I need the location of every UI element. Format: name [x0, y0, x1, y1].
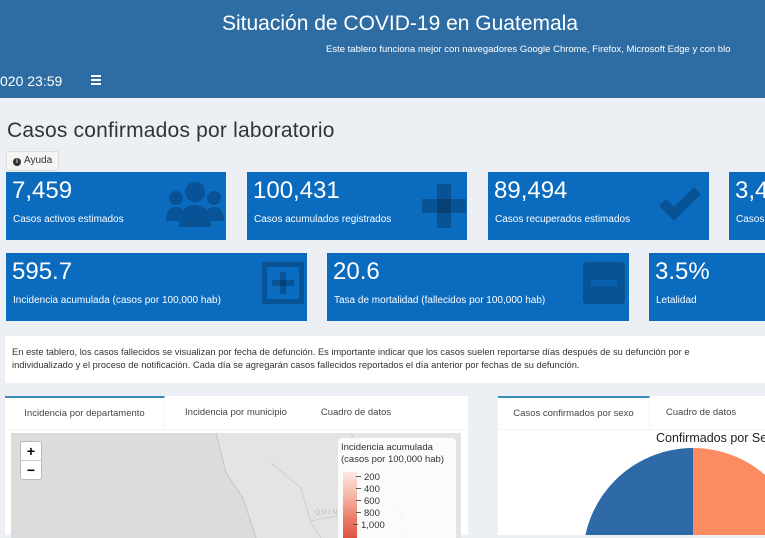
legend-tick: 1,000	[353, 520, 385, 531]
info-box: En este tablero, los casos fallecidos se…	[5, 336, 765, 383]
active-cases-label: Casos activos estimados	[13, 214, 124, 225]
plus-square-icon	[262, 262, 304, 304]
value-box-mortality: 20.6 Tasa de mortalidad (fallecidos por …	[327, 253, 629, 321]
legend-tick: 200	[356, 472, 380, 483]
incidence-label: Incidencia acumulada (casos por 100,000 …	[13, 295, 221, 306]
map-legend: Incidencia acumulada (casos por 100,000 h…	[338, 438, 456, 538]
value-box-total-cases: 100,431 Casos acumulados registrados	[247, 172, 467, 240]
users-icon	[166, 182, 224, 227]
value-box-incidence: 595.7 Incidencia acumulada (casos por 10…	[6, 253, 307, 321]
minus-square-icon	[583, 262, 625, 304]
info-line-1: En este tablero, los casos fallecidos se…	[12, 347, 690, 357]
browser-notice: Este tablero funciona mejor con navegado…	[326, 44, 731, 55]
value-box-active-cases: 7,459 Casos activos estimados	[6, 172, 226, 240]
deaths-value: 3,4	[735, 177, 765, 204]
sex-tabs: Casos confirmados por sexo Cuadro de dat…	[498, 396, 765, 431]
legend-title-line-1: Incidencia acumulada	[341, 442, 433, 453]
recovered-label: Casos recuperados estimados	[495, 214, 631, 225]
zoom-control: + −	[20, 441, 42, 480]
zoom-in-button[interactable]: +	[21, 442, 41, 461]
pie-slice-blue[interactable]	[583, 448, 693, 535]
tab-sex-data-table[interactable]: Cuadro de datos	[665, 407, 737, 418]
info-line-2: individualizado y el proceso de notifica…	[12, 360, 580, 370]
zoom-out-button[interactable]: −	[26, 462, 36, 478]
dashboard-title: Situación de COVID-19 en Guatemala	[221, 12, 579, 35]
sex-pie-chart	[583, 448, 765, 535]
page-title: Casos confirmados por laboratorio	[7, 119, 335, 142]
deaths-label: Casos	[736, 214, 765, 225]
plus-icon	[422, 184, 466, 228]
map-place-label: QUIN	[315, 509, 340, 516]
incidence-tabs: Incidencia por departamento Incidencia p…	[5, 396, 468, 431]
check-icon	[659, 187, 701, 221]
update-date: 020 23:59	[0, 73, 63, 89]
lethality-label: Letalidad	[656, 295, 697, 306]
pie-slice-orange[interactable]	[693, 448, 765, 535]
value-box-recovered: 89,494 Casos recuperados estimados	[488, 172, 709, 240]
legend-tick: 800	[356, 508, 380, 519]
value-box-deaths: 3,4 Casos	[729, 172, 765, 240]
info-icon: i	[13, 158, 21, 166]
help-button[interactable]: i Ayuda	[6, 151, 60, 171]
incidence-panel: Incidencia por departamento Incidencia p…	[5, 396, 468, 538]
total-cases-label: Casos acumulados registrados	[254, 214, 392, 225]
legend-tick: 400	[356, 484, 380, 495]
mortality-label: Tasa de mortalidad (fallecidos por 100,0…	[334, 295, 546, 306]
recovered-value: 89,494	[494, 177, 568, 204]
tab-cases-by-sex[interactable]: Casos confirmados por sexo	[498, 396, 650, 431]
legend-title: Incidencia acumulada (casos por 100,000 h…	[341, 442, 444, 466]
pie-chart-title: Confirmados por Se	[656, 431, 765, 445]
active-cases-value: 7,459	[12, 177, 73, 204]
menu-toggle-icon[interactable]	[91, 75, 101, 85]
lethality-value: 3.5%	[655, 258, 710, 285]
value-box-lethality: 3.5% Letalidad	[649, 253, 765, 321]
total-cases-value: 100,431	[253, 177, 340, 204]
incidence-map[interactable]: QUIN + − Incidencia acumulada (casos por …	[11, 433, 461, 538]
tab-data-table[interactable]: Cuadro de datos	[320, 407, 392, 418]
tab-department-incidence[interactable]: Incidencia por departamento	[5, 396, 165, 431]
help-label: Ayuda	[24, 155, 53, 166]
incidence-value: 595.7	[12, 258, 73, 285]
legend-tick: 600	[356, 496, 380, 507]
mortality-value: 20.6	[333, 258, 380, 285]
info-text: En este tablero, los casos fallecidos se…	[12, 346, 690, 372]
legend-title-line-2: (casos por 100,000 hab)	[341, 454, 444, 465]
dashboard-header: Situación de COVID-19 en Guatemala Este …	[0, 0, 765, 98]
sex-panel: Casos confirmados por sexo Cuadro de dat…	[498, 396, 765, 535]
tab-municipality-incidence[interactable]: Incidencia por municipio	[185, 407, 287, 418]
